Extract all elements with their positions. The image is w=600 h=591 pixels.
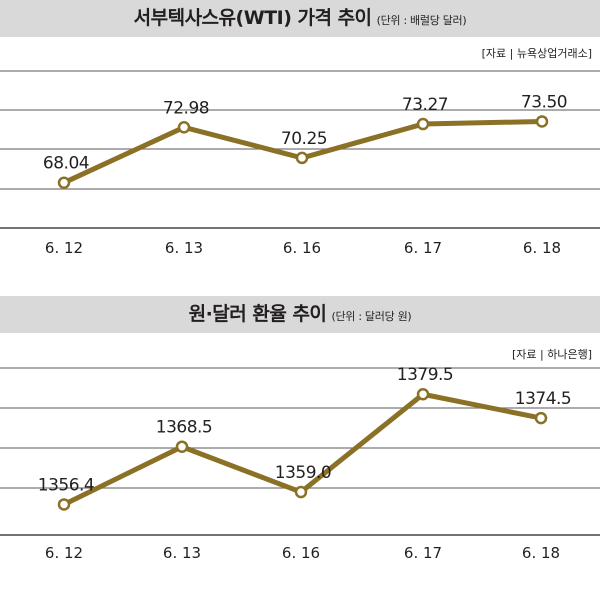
fx-data-point-4 xyxy=(534,411,548,425)
wti-x-tick-label-2: 6. 16 xyxy=(283,239,321,257)
fx-chart-unit: (단위 : 달러당 원) xyxy=(331,310,412,323)
fx-line-chart: 1356.4 1368.5 1359.0 1379.5 1374.5 6. 12 6. 13… xyxy=(0,365,600,562)
fx-title-bar: 원·달러 환율 추이 (단위 : 달러당 원) xyxy=(0,296,600,333)
wti-data-point-0 xyxy=(57,176,71,189)
wti-x-tick-label-1: 6. 13 xyxy=(165,239,203,257)
fx-data-point-3 xyxy=(416,387,430,401)
fx-chart-title: 원·달러 환율 추이 xyxy=(188,303,327,325)
fx-data-point-1 xyxy=(175,440,189,453)
wti-data-label-4: 73.50 xyxy=(521,92,567,112)
wti-data-point-4 xyxy=(535,115,549,128)
wti-chart-source: [자료 | 뉴욕상업거래소] xyxy=(481,47,592,60)
fx-data-label-2: 1359.0 xyxy=(275,463,331,483)
wti-data-label-0: 68.04 xyxy=(43,154,89,174)
fx-x-tick-label-4: 6. 18 xyxy=(522,544,560,562)
fx-data-label-4: 1374.5 xyxy=(515,389,571,409)
fx-data-label-3: 1379.5 xyxy=(397,365,453,385)
wti-data-point-3 xyxy=(416,117,430,131)
wti-x-tick-label-3: 6. 17 xyxy=(404,239,442,257)
wti-data-label-3: 73.27 xyxy=(402,95,448,115)
fx-x-tick-label-0: 6. 12 xyxy=(45,544,83,562)
wti-x-tick-label-4: 6. 18 xyxy=(523,239,561,257)
wti-data-point-2 xyxy=(295,151,309,165)
wti-x-tick-label-0: 6. 12 xyxy=(45,239,83,257)
wti-chart-unit: (단위 : 배럴당 달러) xyxy=(376,14,467,27)
wti-data-point-1 xyxy=(177,121,191,134)
wti-data-label-2: 70.25 xyxy=(281,129,327,149)
fx-x-tick-label-3: 6. 17 xyxy=(404,544,442,562)
fx-chart-source: [자료 | 하나은행] xyxy=(511,348,592,361)
fx-x-tick-label-1: 6. 13 xyxy=(163,544,201,562)
fx-data-label-1: 1368.5 xyxy=(156,418,212,438)
wti-chart-panel: 서부텍사스유(WTI) 가격 추이 (단위 : 배럴당 달러) [자료 | 뉴욕… xyxy=(0,0,600,257)
wti-title-bar: 서부텍사스유(WTI) 가격 추이 (단위 : 배럴당 달러) xyxy=(0,0,600,37)
fx-data-label-0: 1356.4 xyxy=(38,475,94,495)
fx-chart-panel: 원·달러 환율 추이 (단위 : 달러당 원) [자료 | 하나은행] 1356… xyxy=(0,296,600,591)
fx-data-point-0 xyxy=(57,498,71,511)
wti-data-label-1: 72.98 xyxy=(163,98,209,118)
fx-data-point-2 xyxy=(294,485,308,499)
fx-x-tick-label-2: 6. 16 xyxy=(282,544,320,562)
wti-chart-title: 서부텍사스유(WTI) 가격 추이 xyxy=(133,7,372,29)
wti-line-chart: 68.04 72.98 70.25 73.27 73.50 6. 12 6. 13 6. 16… xyxy=(0,70,600,257)
